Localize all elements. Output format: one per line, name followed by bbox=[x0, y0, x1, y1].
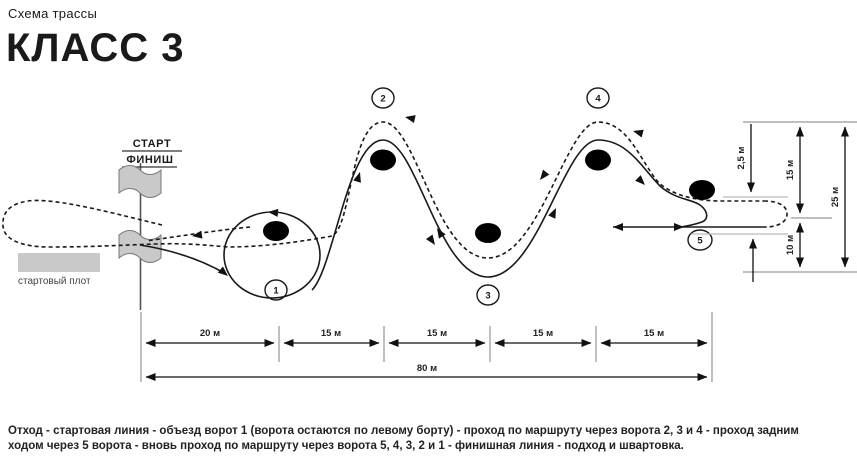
buoy-5 bbox=[689, 180, 715, 200]
buoy-3 bbox=[475, 223, 501, 243]
start-finish-area: СТАРТ ФИНИШ стартовый плот bbox=[18, 138, 182, 310]
course-diagram: СТАРТ ФИНИШ стартовый плот bbox=[2, 87, 857, 382]
solid-route-path bbox=[311, 139, 708, 291]
buoy-2 bbox=[370, 149, 396, 171]
gate-5-badge bbox=[687, 229, 713, 251]
route-description-line2: ходом через 5 ворота - вновь проход по м… bbox=[8, 440, 684, 452]
solid-entry-path bbox=[139, 244, 227, 275]
vertical-dimensions: 2,5 м 15 м 10 м 25 м bbox=[691, 121, 857, 282]
course-paths bbox=[2, 121, 788, 299]
buoy-4 bbox=[585, 149, 611, 171]
arrow-icon bbox=[425, 234, 435, 245]
dim-gate5-width-label: 2,5 м bbox=[736, 147, 747, 170]
start-raft-label: стартовый плот bbox=[18, 276, 91, 287]
route-description-line1: Отход - стартовая линия - объезд ворот 1… bbox=[8, 425, 799, 437]
finish-label: ФИНИШ bbox=[126, 154, 173, 166]
arrow-icon bbox=[192, 230, 203, 239]
dashed-route-path bbox=[2, 121, 764, 259]
arrow-icon bbox=[217, 266, 228, 276]
gate-1-number: 1 bbox=[273, 286, 279, 297]
arrow-icon bbox=[548, 208, 556, 219]
dim-width-top-label: 15 м bbox=[785, 160, 796, 180]
dashed-right-lobe bbox=[763, 200, 788, 228]
dim-seg5-label: 15 м bbox=[644, 328, 664, 339]
dim-seg2-label: 15 м bbox=[321, 328, 341, 339]
gate-3-badge bbox=[476, 284, 500, 306]
gate-numbers: 1 2 3 4 5 bbox=[264, 87, 713, 306]
arrow-icon bbox=[674, 223, 684, 231]
start-label: СТАРТ bbox=[133, 138, 172, 150]
gate-4-badge bbox=[586, 87, 610, 109]
dim-seg4-label: 15 м bbox=[533, 328, 553, 339]
gate-5-number: 5 bbox=[697, 236, 703, 247]
gate-3-number: 3 bbox=[485, 291, 490, 302]
arrow-icon bbox=[437, 228, 446, 239]
dim-width-total-label: 25 м bbox=[830, 187, 841, 207]
horizontal-dimensions: 20 м 15 м 15 м 15 м 15 м 80 м bbox=[140, 312, 713, 382]
flag-icon bbox=[118, 230, 162, 263]
buoys bbox=[263, 149, 715, 243]
page-subtitle: Схема трассы bbox=[8, 6, 98, 21]
course-direction-arrows bbox=[192, 115, 684, 276]
page-title: КЛАСС 3 bbox=[6, 26, 185, 70]
gate-2-badge bbox=[371, 87, 395, 109]
dim-total-length-label: 80 м bbox=[417, 363, 437, 374]
arrow-icon bbox=[635, 175, 645, 185]
flag-icon bbox=[118, 165, 162, 198]
arrow-icon bbox=[353, 172, 361, 183]
arrow-icon bbox=[540, 169, 550, 180]
buoy-1 bbox=[263, 221, 289, 241]
arrow-icon bbox=[633, 129, 644, 138]
dim-seg3-label: 15 м bbox=[427, 328, 447, 339]
dim-width-bottom-label: 10 м bbox=[785, 235, 796, 255]
arrow-icon bbox=[268, 208, 279, 217]
gate-1-badge bbox=[264, 279, 288, 301]
start-raft bbox=[18, 253, 100, 272]
gate-4-number: 4 bbox=[595, 94, 601, 105]
route-description: Отход - стартовая линия - объезд ворот 1… bbox=[8, 424, 853, 454]
dim-seg1-label: 20 м bbox=[200, 328, 220, 339]
arrow-icon bbox=[613, 223, 623, 231]
arrow-icon bbox=[405, 115, 416, 123]
gate-2-number: 2 bbox=[380, 94, 385, 105]
